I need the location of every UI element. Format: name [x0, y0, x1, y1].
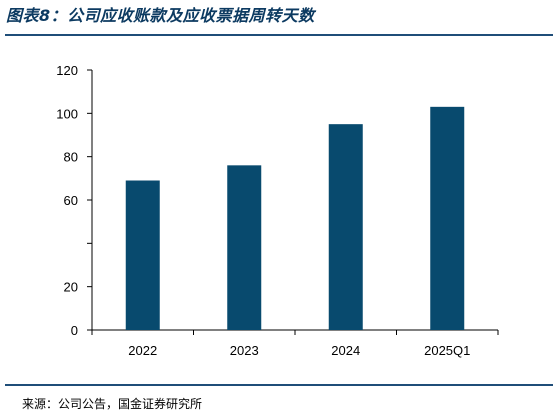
y-tick-labels: 0 20 60 80 100 120	[56, 63, 78, 338]
y-tick-label: 20	[64, 280, 78, 295]
footer-divider	[5, 384, 553, 386]
chart-title: 图表8：公司应收账款及应收票据周转天数	[6, 6, 315, 25]
bars	[125, 106, 465, 331]
y-tick-label: 80	[64, 150, 78, 165]
x-tick-label: 2025Q1	[424, 343, 470, 358]
bar-2025Q1	[430, 106, 465, 330]
x-tick-label: 2023	[230, 343, 259, 358]
bar-2024	[328, 124, 363, 331]
y-tick-label: 0	[71, 323, 78, 338]
bar-2023	[227, 165, 262, 330]
y-tick-label: 100	[56, 106, 78, 121]
y-tick-label: 120	[56, 63, 78, 78]
source-note: 来源：公司公告，国金证券研究所	[22, 397, 203, 411]
x-tick-label: 2024	[331, 343, 360, 358]
title-divider	[5, 34, 553, 36]
y-tick-label: 60	[64, 193, 78, 208]
x-tick-label: 2022	[128, 343, 157, 358]
x-tick-labels: 2022 2023 2024 2025Q1	[128, 343, 470, 358]
bar-2022	[125, 180, 160, 330]
